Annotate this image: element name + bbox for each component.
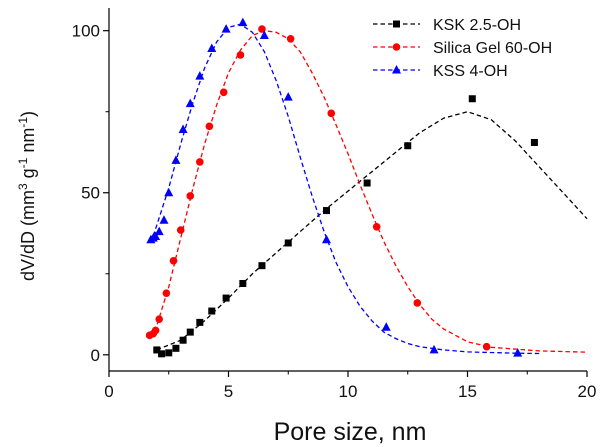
x-axis-title: Pore size, nm <box>274 418 427 446</box>
data-point-series-3-7 <box>171 155 181 164</box>
data-point-series-3-10 <box>195 71 205 80</box>
data-point-series-2-9 <box>196 158 204 166</box>
y-axis-title-mid-1: g <box>18 168 38 183</box>
fit-curve-series-1 <box>156 111 588 351</box>
data-point-series-2-7 <box>176 226 185 234</box>
data-point-series-2-3 <box>151 326 160 335</box>
data-point-series-2-11 <box>219 88 228 97</box>
fit-curve-series-2 <box>149 30 588 353</box>
data-point-series-3-16 <box>321 234 331 244</box>
data-point-series-3-14 <box>259 30 269 40</box>
legend-label-series-3: KSS 4-OH <box>433 63 508 80</box>
data-point-series-3-11 <box>207 43 217 53</box>
x-tick-label-5: 5 <box>224 382 233 401</box>
data-point-series-3-3 <box>151 231 161 240</box>
data-point-series-3-13 <box>238 17 248 27</box>
x-tick-label-20: 20 <box>578 382 597 401</box>
data-point-series-2-15 <box>327 109 336 118</box>
y-axis-title-sup-1: 3 <box>16 183 30 190</box>
data-point-series-1-6 <box>186 328 194 336</box>
data-point-series-1-17 <box>530 139 538 147</box>
data-point-series-2-12 <box>236 51 245 59</box>
data-point-series-2-16 <box>372 222 381 231</box>
data-point-series-3-19 <box>513 348 523 357</box>
data-point-series-3-17 <box>381 322 391 331</box>
data-point-series-1-2 <box>158 350 166 358</box>
data-point-series-3-4 <box>154 226 164 236</box>
data-point-series-1-14 <box>363 179 371 187</box>
legend-label-series-2: Silica Gel 60-OH <box>433 40 552 57</box>
data-point-series-3-12 <box>221 24 231 33</box>
data-point-series-1-16 <box>468 95 476 103</box>
data-point-series-3-18 <box>429 344 439 354</box>
data-point-series-2-6 <box>169 257 178 265</box>
data-point-series-2-18 <box>482 342 491 351</box>
data-point-series-2-10 <box>205 122 214 131</box>
data-point-series-2-5 <box>162 289 171 298</box>
data-point-series-1-12 <box>284 239 292 247</box>
y-axis-title-mid-2: nm <box>18 128 38 158</box>
data-point-series-1-7 <box>196 318 204 326</box>
x-tick-label-10: 10 <box>339 382 358 401</box>
y-axis-title: dV/dD (mm3 g-1 nm-1) <box>16 111 38 281</box>
data-point-series-3-15 <box>283 92 293 101</box>
y-axis-title-sup-3: -1 <box>16 117 30 128</box>
y-tick-label-0: 0 <box>91 346 100 365</box>
data-point-series-2-14 <box>286 34 295 43</box>
data-point-series-1-15 <box>404 142 412 150</box>
axes: 0 5 10 15 20 0 50 100 <box>72 8 597 401</box>
x-tick-label-0: 0 <box>104 382 113 401</box>
legend-marker-series-2 <box>392 43 401 51</box>
data-point-series-1-4 <box>172 344 180 352</box>
data-markers <box>145 17 538 358</box>
data-point-series-3-9 <box>185 98 195 108</box>
legend: KSK 2.5-OH Silica Gel 60-OH KSS 4-OH <box>373 17 552 80</box>
data-point-series-2-4 <box>155 315 163 323</box>
data-point-series-3-6 <box>164 187 174 197</box>
data-point-series-1-3 <box>165 349 173 357</box>
legend-marker-series-3 <box>392 65 401 74</box>
y-tick-label-100: 100 <box>72 22 100 41</box>
data-point-series-2-17 <box>413 299 422 307</box>
y-axis-title-sup-2: -1 <box>16 157 30 168</box>
data-point-series-3-8 <box>178 124 188 134</box>
legend-marker-series-1 <box>393 20 400 28</box>
data-point-series-1-10 <box>239 279 247 287</box>
x-tick-label-15: 15 <box>458 382 477 401</box>
data-point-series-1-8 <box>208 307 216 315</box>
data-point-series-2-13 <box>258 25 266 33</box>
data-point-series-3-5 <box>159 215 169 224</box>
data-point-series-1-1 <box>153 346 161 354</box>
y-axis-title-end: ) <box>18 111 38 117</box>
data-point-series-2-8 <box>186 192 195 200</box>
legend-label-series-1: KSK 2.5-OH <box>433 17 521 34</box>
y-axis-title-base: dV/dD (mm <box>18 190 38 281</box>
data-point-series-1-11 <box>258 262 266 270</box>
y-tick-label-50: 50 <box>81 184 100 203</box>
data-point-series-1-13 <box>322 207 330 215</box>
data-point-series-1-5 <box>179 336 187 344</box>
data-point-series-1-9 <box>222 294 230 302</box>
fit-curves <box>149 23 588 355</box>
